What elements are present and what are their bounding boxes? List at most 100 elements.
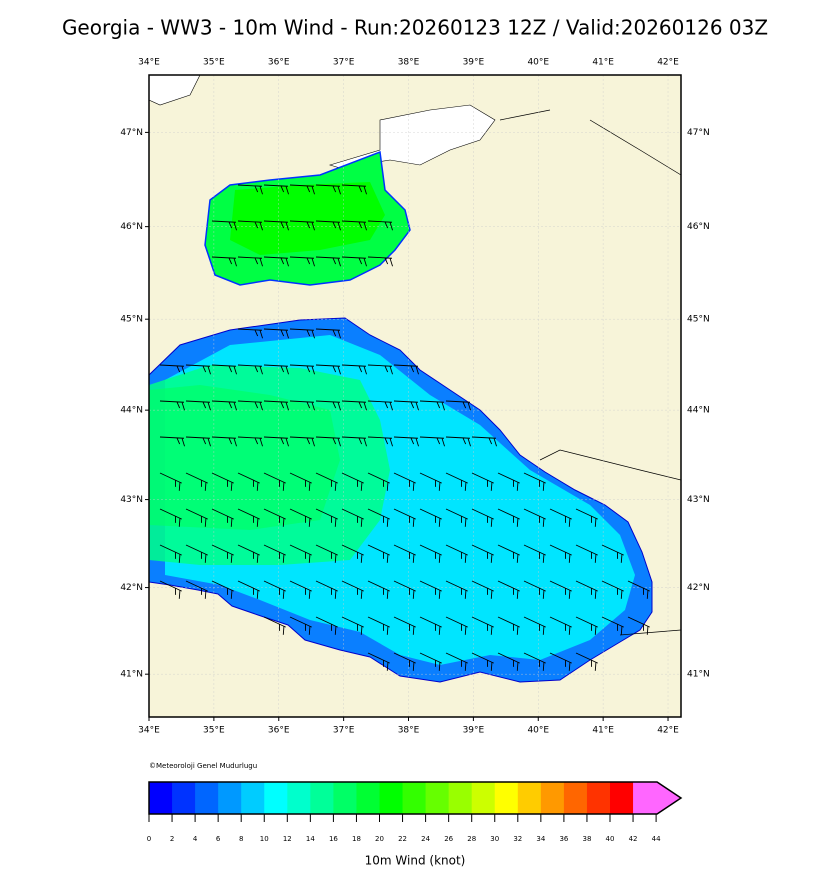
wind-barb — [419, 472, 442, 491]
wind-barb — [523, 652, 546, 671]
barb-shaft — [211, 508, 234, 527]
credit: ©Meteoroloji Genel Mudurlugu — [149, 762, 257, 770]
wind-barb — [211, 400, 237, 411]
barb-shaft — [575, 580, 598, 599]
barb-shaft — [289, 364, 315, 375]
barb-shaft — [601, 544, 624, 563]
wind-barb — [419, 616, 442, 635]
colorbar: 0 2 4 6 8 10 12 14 16 18 20 22 24 26 28 30 32 34 36 38 40 42 4… — [147, 781, 683, 843]
wind-barb — [159, 364, 185, 375]
colorbar-tick-label: 8 — [239, 835, 243, 843]
wind-barb — [289, 436, 315, 447]
barb-shaft — [315, 436, 341, 447]
wind-barb — [497, 580, 520, 599]
colorbar-box — [264, 782, 288, 814]
barb-shaft — [419, 400, 445, 411]
barb-shaft — [263, 472, 286, 491]
colorbar-box — [356, 782, 380, 814]
coastline — [499, 109, 681, 636]
colorbar-tick-label: 38 — [582, 835, 591, 843]
wind-barb — [471, 436, 497, 447]
wind-barb — [367, 400, 393, 411]
wind-barb — [315, 580, 338, 599]
barb-shaft — [523, 580, 546, 599]
y-tick-label: 42°N — [120, 583, 143, 593]
x-tick-label: 39°E — [463, 726, 485, 736]
barb-shaft — [393, 472, 416, 491]
x-tick-label-top: 34°E — [138, 58, 160, 68]
wind-barb — [601, 616, 624, 635]
wind-barb — [523, 580, 546, 599]
wind-barb — [237, 364, 263, 375]
barb-shaft — [575, 508, 598, 527]
barb-shaft — [289, 328, 315, 339]
barb-shaft — [471, 472, 494, 491]
barb-shaft — [549, 580, 572, 599]
wind-barb — [289, 400, 315, 411]
barb-shaft — [341, 580, 364, 599]
wind-barb — [263, 508, 286, 527]
colorbar-tick-label: 26 — [444, 835, 453, 843]
colorbar-box — [610, 782, 634, 814]
barb-shaft — [367, 580, 390, 599]
barb-shaft — [289, 256, 315, 267]
wind-barb — [393, 652, 416, 671]
wind-barb — [575, 616, 598, 635]
y-tick-label: 47°N — [120, 128, 143, 138]
barb-shaft — [445, 472, 468, 491]
barb-shaft — [237, 364, 263, 375]
barb-shaft — [497, 472, 520, 491]
colorbar-tick-label: 34 — [536, 835, 545, 843]
barb-shaft — [367, 472, 390, 491]
wind-barb — [341, 400, 367, 411]
wind-barb — [185, 508, 208, 527]
wind-barb — [211, 436, 237, 447]
wind-barb — [289, 220, 315, 231]
wind-barb — [159, 436, 185, 447]
barb-shaft — [289, 184, 315, 195]
barb-shaft — [367, 364, 393, 375]
wind-barb — [341, 184, 367, 195]
colorbar-tick-label: 10 — [260, 835, 269, 843]
wind-barb — [419, 544, 442, 563]
barb-shaft — [237, 184, 263, 195]
wind-barb — [393, 364, 419, 375]
barb-shaft — [419, 436, 445, 447]
wind-barb — [289, 256, 315, 267]
wind-barb — [445, 400, 471, 411]
colorbar-tick-label: 0 — [147, 835, 151, 843]
barb-shaft — [471, 652, 494, 671]
y-tick-label: 43°N — [120, 495, 143, 505]
wind-barb — [159, 508, 182, 527]
wind-barb — [315, 220, 341, 231]
barb-shaft — [263, 328, 289, 339]
x-tick-label-top: 41°E — [592, 58, 614, 68]
wind-barb — [471, 508, 494, 527]
barb-shaft — [367, 220, 393, 231]
barb-shaft — [367, 508, 390, 527]
barb-shaft — [237, 400, 263, 411]
barb-shaft — [289, 436, 315, 447]
barb-shaft — [575, 544, 598, 563]
barb-shaft — [289, 616, 312, 635]
wind-barb — [341, 616, 364, 635]
barb-shaft — [237, 220, 263, 231]
wind-barb — [211, 364, 237, 375]
barb-shaft — [315, 364, 341, 375]
wind-barb — [367, 508, 390, 527]
wind-barb — [575, 508, 598, 527]
wind-barb — [263, 328, 289, 339]
barb-shaft — [367, 652, 390, 671]
barb-shaft — [237, 256, 263, 267]
wind-barb — [237, 580, 260, 599]
wind-barb — [237, 256, 263, 267]
barb-shaft — [185, 436, 211, 447]
wind-barb — [549, 544, 572, 563]
wind-barb — [263, 364, 289, 375]
barb-shaft — [185, 364, 211, 375]
barb-shaft — [159, 436, 185, 447]
barb-shaft — [575, 616, 598, 635]
barb-shaft — [445, 400, 471, 411]
wind-barb — [471, 472, 494, 491]
